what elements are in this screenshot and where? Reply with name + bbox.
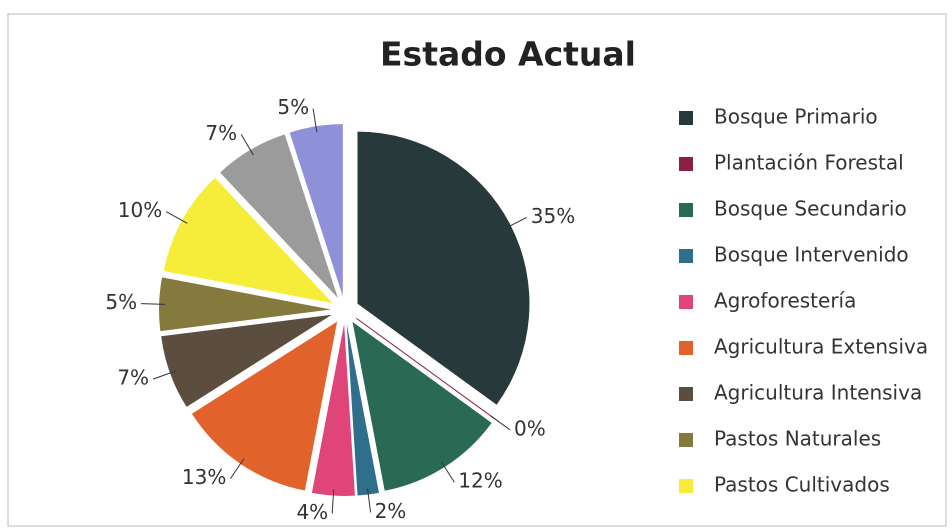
legend-label: Agricultura Intensiva <box>714 381 922 405</box>
leader-line <box>367 488 372 513</box>
leader-line <box>490 415 511 431</box>
pie-slice <box>289 124 343 297</box>
legend-label: Plantación Forestal <box>714 151 904 175</box>
legend-swatch <box>679 203 693 217</box>
legend-swatch <box>679 157 693 171</box>
leader-line <box>240 134 254 156</box>
legend-label: Bosque Primario <box>714 105 878 129</box>
legend-label: Agroforestería <box>714 289 856 313</box>
legend-swatch <box>679 249 693 263</box>
legend-swatch <box>679 111 693 125</box>
leader-line <box>165 211 188 224</box>
data-label: 7% <box>205 121 237 145</box>
pie-slice <box>161 314 332 407</box>
pie-slice <box>220 134 338 298</box>
leader-line <box>229 458 245 480</box>
data-label: 12% <box>458 469 502 493</box>
legend-label: Pastos Naturales <box>714 427 881 451</box>
leader-line <box>441 461 455 483</box>
pie-slice <box>346 323 379 496</box>
pie-slice <box>159 277 332 332</box>
legend-swatch <box>679 295 693 309</box>
legend-swatch <box>679 479 693 493</box>
leader-line <box>505 216 527 229</box>
pie-slice <box>352 321 492 491</box>
legend-swatch <box>679 433 693 447</box>
data-label: 0% <box>514 416 546 440</box>
data-label: 35% <box>531 204 575 228</box>
leader-line <box>152 370 176 380</box>
data-label: 7% <box>117 366 149 390</box>
data-label: 5% <box>277 95 309 119</box>
pie-slice <box>311 323 355 496</box>
legend-label: Agricultura Extensiva <box>714 335 928 359</box>
legend-swatch <box>679 341 693 355</box>
data-label: 5% <box>105 290 137 314</box>
leader-line <box>141 303 166 305</box>
legend-label: Bosque Intervenido <box>714 243 909 267</box>
data-label: 2% <box>375 499 407 523</box>
pie-slice <box>357 131 530 405</box>
pie-slice <box>191 321 338 491</box>
leader-line <box>312 108 318 133</box>
pie-slice <box>163 177 333 304</box>
data-label: 13% <box>182 465 226 489</box>
legend-swatch <box>679 387 693 401</box>
data-label: 10% <box>118 198 162 222</box>
legend-label: Pastos Cultivados <box>714 473 890 497</box>
leader-line <box>331 489 335 514</box>
legend-label: Bosque Secundario <box>714 197 907 221</box>
chart-title: Estado Actual <box>380 35 636 74</box>
data-label: 4% <box>296 500 328 524</box>
